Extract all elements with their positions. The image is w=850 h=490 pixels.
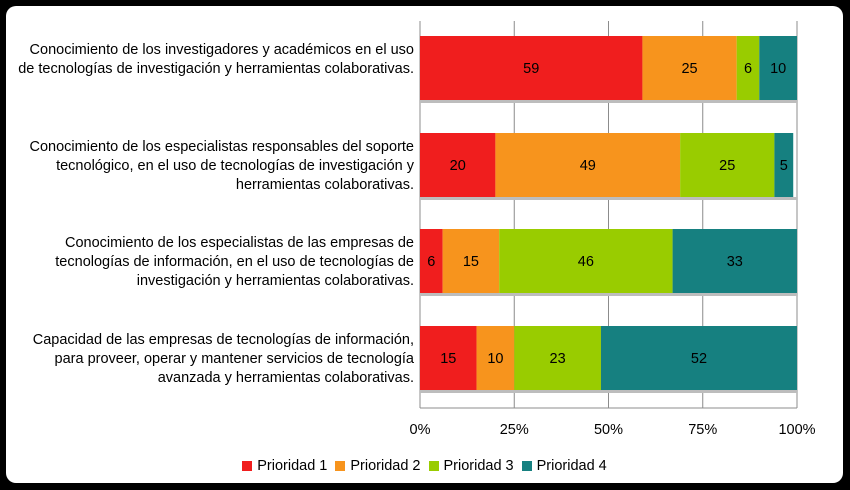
bar-cat3-p3	[499, 229, 673, 293]
bar-cat4-p4	[600, 326, 797, 390]
legend-label-3: Prioridad 3	[443, 458, 514, 474]
data-label-cat2-p4: 5	[780, 158, 788, 174]
legend-label-2: Prioridad 2	[350, 458, 421, 474]
data-label-cat4-p3: 23	[550, 351, 566, 367]
legend-label-4: Prioridad 4	[536, 458, 607, 474]
data-label-cat3-p4: 33	[727, 254, 743, 270]
legend-item-3: Prioridad 3	[428, 458, 514, 474]
bar-cat1-p2	[642, 36, 737, 100]
bar-cat4-p3	[514, 326, 601, 390]
category-label-1: Conocimiento de los investigadores y aca…	[18, 42, 414, 77]
category-label-4: Capacidad de las empresas de tecnologías…	[32, 332, 414, 386]
bar-cat3-p4	[672, 229, 797, 293]
bar-cat1-p1	[420, 36, 643, 100]
data-label-cat2-p3: 25	[719, 158, 735, 174]
legend-swatch-4	[521, 461, 532, 471]
legend-swatch-1	[242, 461, 253, 471]
x-tick-label-1: 0%	[410, 422, 431, 438]
bar-cat4-p2	[476, 326, 515, 390]
bar-cat2-p2	[495, 133, 681, 197]
x-tick-label-2: 25%	[500, 422, 529, 438]
data-label-cat1-p1: 59	[523, 61, 539, 77]
bar-cat3-p1	[420, 229, 443, 293]
bar-shadow-1	[420, 100, 797, 103]
category-label-3: Conocimiento de los especialistas de las…	[55, 235, 414, 289]
data-label-cat3-p1: 6	[427, 254, 435, 270]
legend-item-2: Prioridad 2	[335, 458, 421, 474]
data-label-cat2-p2: 49	[580, 158, 596, 174]
x-tick-label-5: 100%	[778, 422, 815, 438]
category-label-2: Conocimiento de los especialistas respon…	[29, 139, 414, 193]
data-label-cat1-p4: 10	[770, 61, 786, 77]
bar-cat3-p2	[442, 229, 500, 293]
data-label-cat3-p2: 15	[463, 254, 479, 270]
chart-frame: Conocimiento de los investigadores y aca…	[6, 6, 843, 483]
legend-swatch-3	[428, 461, 439, 471]
bar-cat2-p3	[680, 133, 775, 197]
data-label-cat4-p2: 10	[487, 351, 503, 367]
data-label-cat4-p4: 52	[691, 351, 707, 367]
bar-shadow-3	[420, 293, 797, 296]
bar-cat1-p4	[759, 36, 797, 100]
bar-cat1-p3	[736, 36, 760, 100]
x-tick-label-4: 75%	[688, 422, 717, 438]
bar-shadow-2	[420, 197, 797, 200]
data-label-cat2-p1: 20	[450, 158, 466, 174]
bar-cat2-p4	[774, 133, 794, 197]
x-tick-label-3: 50%	[594, 422, 623, 438]
data-label-cat4-p1: 15	[440, 351, 456, 367]
data-label-cat1-p3: 6	[744, 61, 752, 77]
legend-swatch-2	[335, 461, 346, 471]
legend-label-1: Prioridad 1	[257, 458, 328, 474]
bar-cat2-p1	[420, 133, 496, 197]
legend-item-4: Prioridad 4	[521, 458, 607, 474]
legend-item-1: Prioridad 1	[242, 458, 327, 474]
data-label-cat1-p2: 25	[681, 61, 697, 77]
data-label-cat3-p3: 46	[578, 254, 594, 270]
stacked-bar-chart: 0% 25% 50% 75% 100% 59 25 6 10 20 49 25 5 6 15 46 33 15 10…	[410, 21, 816, 438]
bar-cat4-p1	[420, 326, 477, 390]
legend: Prioridad 1 Prioridad 2 Prioridad 3 Prio…	[6, 458, 843, 474]
bar-shadow-4	[420, 390, 797, 393]
